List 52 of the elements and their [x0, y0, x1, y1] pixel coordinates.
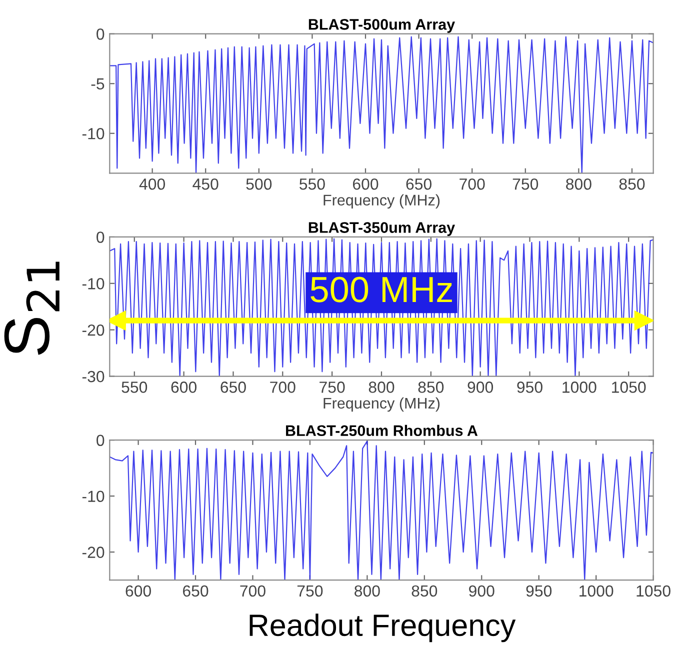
x-tick-label: 650 [183, 585, 208, 597]
y-tick-label: 0 [96, 28, 104, 40]
x-axis-title: Readout Frequency [250, 614, 516, 642]
x-tick-label: 700 [460, 178, 485, 190]
line-series [110, 36, 654, 174]
x-axis-title: Frequency (MHz) [324, 194, 440, 209]
y-tick-label: 0 [96, 232, 104, 243]
chart-title: BLAST-250um Rhombus A [286, 424, 478, 436]
x-tick-label: 850 [418, 382, 444, 393]
x-tick-label: 950 [526, 585, 552, 597]
x-tick-label: 1050 [636, 585, 670, 597]
x-tick-label: 550 [300, 178, 325, 190]
x-tick-label: 750 [320, 382, 345, 393]
y-tick-label: -30 [82, 370, 104, 382]
x-tick-label: 1000 [562, 382, 596, 393]
x-tick-label: 500 [246, 178, 272, 190]
line-series [110, 440, 654, 580]
ref-line-label: 500 MHz [310, 276, 452, 302]
x-tick-label: 750 [512, 178, 538, 190]
x-tick-label: 950 [517, 382, 542, 393]
x-axis-title: Frequency (MHz) [324, 397, 440, 412]
x-tick-label: 900 [469, 585, 494, 597]
chart-title: BLAST-500um Array [308, 19, 455, 33]
x-tick-label: 650 [406, 178, 432, 190]
y-tick-label: 0 [96, 434, 104, 446]
x-tick-label: 800 [368, 382, 394, 393]
x-tick-label: 750 [297, 585, 323, 597]
line-series [110, 238, 654, 376]
x-tick-label: 900 [468, 382, 494, 393]
x-tick-label: 650 [220, 382, 246, 393]
x-tick-label: 700 [240, 585, 266, 597]
x-tick-label: 1000 [580, 585, 614, 597]
y-tick-label: -10 [82, 128, 104, 140]
x-tick-label: 600 [352, 178, 378, 190]
y-tick-label: -10 [82, 278, 104, 290]
x-tick-label: 700 [270, 382, 296, 393]
x-tick-label: 850 [412, 585, 438, 597]
x-tick-label: 600 [171, 382, 197, 393]
y-axis-title: S$_{21}$ [4, 262, 60, 355]
x-tick-label: 400 [139, 178, 166, 190]
x-tick-label: 450 [192, 178, 218, 190]
x-tick-label: 800 [354, 585, 380, 597]
y-tick-label: -20 [82, 546, 104, 558]
chart-title: BLAST-350um Array [308, 222, 455, 236]
x-tick-label: 550 [122, 382, 148, 393]
x-tick-label: 600 [126, 585, 151, 597]
y-tick-label: -10 [82, 490, 104, 502]
x-tick-label: 850 [619, 178, 645, 190]
y-tick-label: -20 [82, 324, 104, 336]
y-tick-label: -5 [91, 78, 104, 90]
x-tick-label: 1050 [612, 382, 646, 393]
x-tick-label: 800 [566, 178, 592, 190]
